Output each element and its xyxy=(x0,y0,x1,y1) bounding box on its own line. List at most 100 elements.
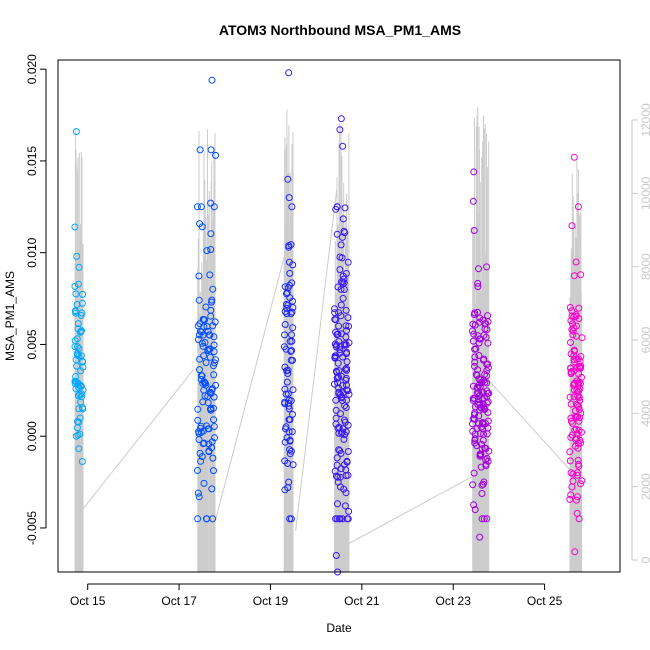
altitude-transit-line-5 xyxy=(484,376,573,473)
data-point xyxy=(474,283,482,291)
y2-tick-label: 4000 xyxy=(639,400,650,427)
data-point xyxy=(200,479,208,487)
data-point-extreme xyxy=(570,153,578,161)
data-point xyxy=(575,403,583,411)
data-point xyxy=(469,320,477,328)
data-point xyxy=(474,308,481,316)
data-point xyxy=(336,349,344,357)
data-point-extreme xyxy=(332,552,340,559)
data-point xyxy=(73,335,81,343)
data-point xyxy=(471,362,478,370)
data-point xyxy=(72,290,80,298)
data-point xyxy=(337,330,345,338)
data-point xyxy=(289,297,296,305)
data-point xyxy=(74,320,82,328)
data-point xyxy=(469,382,477,390)
data-point xyxy=(281,438,289,446)
data-point xyxy=(339,294,347,302)
y2-tick-label: 0 xyxy=(639,556,650,563)
data-point xyxy=(470,469,478,477)
data-point xyxy=(483,430,491,438)
data-point xyxy=(338,515,346,523)
data-point xyxy=(206,345,214,353)
data-point xyxy=(209,285,217,293)
data-point xyxy=(78,393,85,401)
data-point xyxy=(483,399,491,407)
data-point xyxy=(336,253,344,261)
data-point-extreme xyxy=(284,175,292,183)
data-point xyxy=(333,515,341,523)
data-point xyxy=(197,422,205,430)
x-tick-label: Oct 17 xyxy=(161,594,197,608)
data-point xyxy=(344,314,352,322)
y-tick-label: 0.010 xyxy=(25,237,39,267)
data-point xyxy=(194,336,202,343)
data-point xyxy=(566,495,574,503)
data-point xyxy=(195,429,203,437)
data-point xyxy=(566,393,574,401)
data-point xyxy=(195,331,203,339)
points-flight-6 xyxy=(566,153,586,556)
data-point xyxy=(210,416,218,424)
data-point xyxy=(577,480,584,488)
points-flight-5 xyxy=(469,168,493,541)
altitude-transit-line-4 xyxy=(348,475,475,544)
data-point xyxy=(334,500,341,508)
data-point xyxy=(570,393,578,401)
data-point xyxy=(483,372,491,380)
data-point-extreme xyxy=(470,168,478,176)
data-point xyxy=(210,371,218,379)
data-point xyxy=(208,298,215,306)
data-point xyxy=(578,373,585,381)
data-point xyxy=(195,272,203,280)
data-point xyxy=(337,301,345,309)
data-point xyxy=(341,502,349,510)
data-point xyxy=(209,454,217,462)
data-point xyxy=(342,365,349,373)
data-point xyxy=(484,339,492,347)
data-point xyxy=(342,376,350,384)
data-point-extreme xyxy=(212,151,220,159)
data-point xyxy=(476,406,484,414)
data-point xyxy=(76,414,84,422)
y-axis: -0.005 0.000 0.005 0.010 0.015 0.020 xyxy=(25,54,47,545)
x-tick-label: Oct 19 xyxy=(253,594,289,608)
data-point xyxy=(78,357,86,365)
y2-axis: 0 2000 4000 6000 8000 10000 12000 xyxy=(631,103,650,563)
data-point xyxy=(203,323,211,330)
data-point xyxy=(344,258,352,266)
x-axis: Oct 15 Oct 17 Oct 19 Oct 21 Oct 23 Oct 25 xyxy=(70,583,563,608)
data-point xyxy=(569,470,577,478)
data-point xyxy=(572,258,580,266)
data-point xyxy=(339,215,347,223)
data-point xyxy=(205,448,213,456)
data-point xyxy=(286,269,294,277)
data-point xyxy=(578,477,586,485)
data-point xyxy=(568,431,576,439)
data-point xyxy=(78,299,86,307)
data-point xyxy=(337,410,344,418)
data-point xyxy=(289,261,297,269)
data-point xyxy=(197,457,205,465)
data-point xyxy=(282,390,290,398)
data-point xyxy=(207,406,215,414)
data-point xyxy=(474,332,482,340)
data-point xyxy=(74,343,81,351)
data-point xyxy=(75,384,83,392)
data-point xyxy=(72,356,80,364)
data-point-extreme xyxy=(285,243,293,251)
data-point-extreme xyxy=(207,199,215,207)
data-point xyxy=(73,301,81,308)
data-point xyxy=(480,478,488,486)
data-point xyxy=(194,515,202,523)
data-point xyxy=(331,315,339,323)
data-point xyxy=(196,449,204,457)
data-point xyxy=(285,428,293,436)
data-point xyxy=(476,430,484,438)
data-point xyxy=(71,282,79,290)
data-point xyxy=(206,271,214,279)
data-point xyxy=(475,265,482,273)
data-point xyxy=(74,431,82,439)
data-point xyxy=(341,229,349,237)
data-point xyxy=(337,285,345,293)
